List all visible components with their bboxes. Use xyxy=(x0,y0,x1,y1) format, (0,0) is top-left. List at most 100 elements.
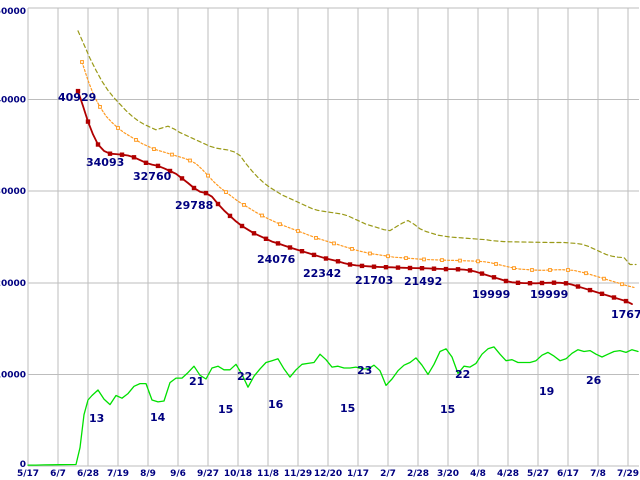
series-marker-primary xyxy=(515,280,521,286)
series-marker-secondary xyxy=(98,105,102,109)
series-marker-secondary xyxy=(152,147,156,151)
series-marker-secondary xyxy=(80,60,84,64)
series-marker-secondary xyxy=(296,229,300,233)
series-marker-secondary xyxy=(440,258,444,263)
y-axis-labels: 0 10000 20000 30000 40000 50000 xyxy=(0,7,26,470)
series-marker-secondary xyxy=(422,257,426,262)
data-point-label-primary: 21492 xyxy=(404,275,442,288)
series-marker-secondary xyxy=(584,271,588,276)
x-axis-tick-label: 11/8 xyxy=(257,469,279,479)
series-marker-secondary xyxy=(404,256,408,261)
series-line-tertiary xyxy=(77,30,637,266)
series-group xyxy=(27,30,639,466)
series-marker-secondary xyxy=(620,282,624,287)
x-axis-tick-label: 7/8 xyxy=(590,469,606,479)
series-marker-primary xyxy=(75,88,81,94)
series-marker-primary xyxy=(239,223,245,229)
series-marker-primary xyxy=(359,263,365,269)
series-marker-primary xyxy=(203,190,209,196)
y-axis-tick-label: 10000 xyxy=(0,370,26,380)
data-point-label-primary: 29788 xyxy=(175,199,213,212)
series-marker-primary xyxy=(335,259,341,264)
series-line-secondary xyxy=(81,61,635,288)
y-axis-tick-label: 40000 xyxy=(0,96,26,106)
series-line-volume xyxy=(27,346,639,466)
series-marker-secondary xyxy=(260,213,264,218)
x-axis-tick-label: 9/27 xyxy=(197,469,219,479)
series-marker-primary xyxy=(227,213,233,219)
series-marker-primary xyxy=(479,271,485,276)
x-axis-tick-label: 10/18 xyxy=(224,469,252,479)
series-marker-primary xyxy=(431,266,437,271)
series-marker-primary xyxy=(527,281,533,286)
x-axis-tick-label: 6/17 xyxy=(557,469,579,479)
series-marker-primary xyxy=(371,264,377,269)
data-point-label-primary: 17670 xyxy=(611,308,640,321)
series-marker-primary xyxy=(131,155,137,160)
series-marker-primary xyxy=(167,168,173,174)
series-marker-primary xyxy=(419,266,425,271)
x-axis-tick-label: 7/19 xyxy=(107,469,129,479)
series-marker-primary xyxy=(119,152,125,157)
series-marker-primary xyxy=(503,278,509,284)
series-marker-primary xyxy=(551,280,557,285)
series-marker-primary xyxy=(95,142,101,147)
series-marker-primary xyxy=(85,119,91,124)
series-marker-primary xyxy=(143,160,149,166)
y-axis-tick-label: 50000 xyxy=(0,7,26,17)
series-marker-primary xyxy=(563,281,569,286)
series-marker-secondary xyxy=(458,258,462,263)
x-axis-tick-label: 1/17 xyxy=(347,469,369,479)
data-point-label-volume: 14 xyxy=(150,411,166,424)
x-axis-tick-label: 4/28 xyxy=(497,469,519,479)
series-marker-secondary xyxy=(368,251,372,256)
series-marker-secondary xyxy=(332,241,336,246)
series-marker-primary xyxy=(299,249,305,254)
data-point-label-volume: 23 xyxy=(357,364,372,377)
data-point-label-volume: 22 xyxy=(455,368,470,381)
x-axis-tick-label: 5/27 xyxy=(527,469,549,479)
series-marker-secondary xyxy=(188,158,192,163)
series-marker-secondary xyxy=(242,203,246,207)
x-axis-tick-label: 8/9 xyxy=(140,469,156,479)
y-axis-tick-label: 0 xyxy=(20,460,26,470)
x-axis-labels: 5/17 6/7 6/28 7/19 8/9 9/6 9/27 10/18 11/8 11/29 1… xyxy=(17,469,639,479)
series-marker-secondary xyxy=(602,276,606,281)
x-axis-tick-label: 6/28 xyxy=(77,469,99,479)
data-point-label-primary: 40929 xyxy=(58,91,96,104)
series-marker-primary xyxy=(383,265,389,270)
series-marker-secondary xyxy=(566,268,570,272)
series-marker-primary xyxy=(395,265,401,270)
x-axis-tick-label: 6/7 xyxy=(50,469,66,479)
series-marker-primary xyxy=(251,231,257,236)
x-axis-tick-label: 4/8 xyxy=(470,469,486,479)
series-line-primary xyxy=(77,90,633,306)
y-axis-tick-label: 20000 xyxy=(0,279,26,289)
x-axis-tick-label: 3/20 xyxy=(437,469,459,479)
series-marker-primary xyxy=(215,201,221,207)
data-point-label-primary: 24076 xyxy=(257,253,296,266)
data-point-label-volume: 26 xyxy=(586,374,602,387)
series-marker-secondary xyxy=(224,190,228,194)
grid-lines xyxy=(27,7,639,467)
series-marker-primary xyxy=(611,295,617,300)
series-marker-secondary xyxy=(386,254,390,259)
series-marker-primary xyxy=(407,265,413,271)
data-point-label-primary: 34093 xyxy=(86,156,124,169)
data-point-label-volume: 21 xyxy=(189,375,204,388)
data-point-label-primary: 22342 xyxy=(303,267,341,280)
series-marker-secondary xyxy=(512,266,516,271)
data-point-label-volume: 15 xyxy=(218,403,233,416)
y-axis-tick-label: 30000 xyxy=(0,187,26,197)
series-marker-primary xyxy=(455,267,461,272)
series-marker-primary xyxy=(287,245,293,250)
x-axis-tick-label: 2/28 xyxy=(407,469,429,479)
series-marker-primary xyxy=(323,256,329,261)
series-marker-secondary xyxy=(116,126,120,130)
x-axis-tick-label: 2/7 xyxy=(380,469,396,479)
series-marker-primary xyxy=(467,268,473,273)
data-point-label-volume: 16 xyxy=(268,398,284,411)
series-marker-secondary xyxy=(530,268,534,272)
